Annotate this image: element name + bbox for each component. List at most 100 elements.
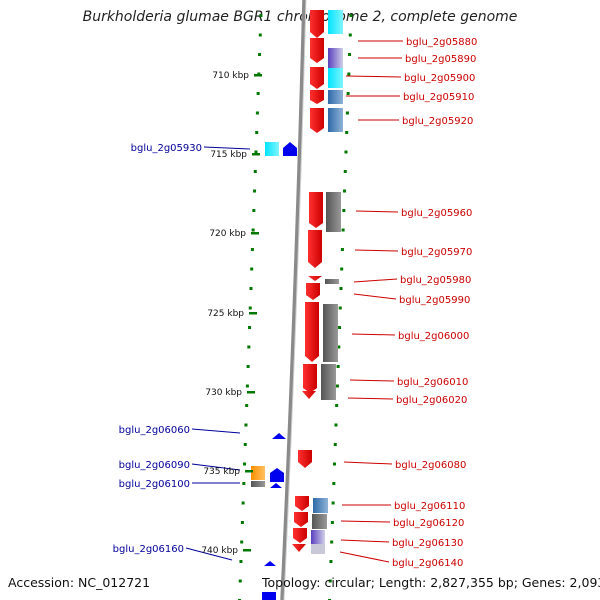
label-connector [203, 146, 251, 150]
right-gene-label-bglu_2g05900[interactable]: bglu_2g05900 [345, 73, 475, 84]
gene-bar-bottom [262, 592, 276, 600]
scale-label: 740 kbp [201, 546, 238, 556]
right-gene-label-bglu_2g05960[interactable]: bglu_2g05960 [355, 208, 472, 219]
gene-label[interactable]: bglu_2g06100 [119, 479, 190, 490]
right-gene-label-bglu_2g05920[interactable]: bglu_2g05920 [358, 116, 473, 127]
gene-arrow-2g06080 [298, 450, 312, 468]
left-gene-label-bglu_2g06060[interactable]: bglu_2g06060 [119, 425, 241, 436]
scale-label: 710 kbp [212, 71, 249, 81]
topology-summary: Topology: circular; Length: 2,827,355 bp… [262, 575, 600, 590]
right-gene-label-bglu_2g05880[interactable]: bglu_2g05880 [358, 37, 477, 48]
gene-label[interactable]: bglu_2g05880 [406, 37, 477, 48]
gene-label[interactable]: bglu_2g06110 [394, 501, 465, 512]
right-gene-label-bglu_2g06080[interactable]: bglu_2g06080 [343, 460, 466, 471]
gene-arrow-2g05900 [310, 67, 324, 89]
gene-label[interactable]: bglu_2g05900 [404, 73, 475, 84]
gene-arrow-2g06140 [292, 544, 306, 552]
right-gene-label-bglu_2g05890[interactable]: bglu_2g05890 [358, 54, 476, 65]
gene-arrow-2g06020 [302, 391, 316, 399]
gene-arrow-2g05930 [283, 142, 297, 156]
gene-label[interactable]: bglu_2g06090 [119, 460, 190, 471]
gene-label[interactable]: bglu_2g05890 [405, 54, 476, 65]
box-2g05910 [328, 90, 343, 104]
scale-tick [252, 153, 260, 156]
scale-mark: 735 kbp [203, 467, 253, 477]
gene-label[interactable]: bglu_2g05920 [402, 116, 473, 127]
scale-label: 720 kbp [209, 229, 246, 239]
gene-label[interactable]: bglu_2g06060 [119, 425, 190, 436]
label-connector [349, 379, 395, 382]
gene-label[interactable]: bglu_2g06010 [397, 377, 468, 388]
gene-label[interactable]: bglu_2g05930 [131, 143, 202, 154]
gene-label[interactable]: bglu_2g05980 [400, 275, 471, 286]
box-2g05930 [265, 142, 279, 156]
gene-label[interactable]: bglu_2g06160 [113, 544, 184, 555]
gene-label[interactable]: bglu_2g06130 [392, 538, 463, 549]
scale-mark: 730 kbp [205, 388, 255, 398]
box-2g06130 [311, 530, 325, 544]
label-connector [339, 551, 390, 563]
right-gene-label-bglu_2g05990[interactable]: bglu_2g05990 [353, 293, 470, 306]
scale-tick [254, 74, 262, 77]
gene-label[interactable]: bglu_2g06080 [395, 460, 466, 471]
box-2g05880 [328, 10, 343, 34]
right-gene-label-bglu_2g06000[interactable]: bglu_2g06000 [351, 331, 469, 342]
label-connector [343, 461, 393, 465]
gene-label[interactable]: bglu_2g05970 [401, 247, 472, 258]
box-2g06120 [312, 514, 327, 529]
right-gene-label-bglu_2g06120[interactable]: bglu_2g06120 [340, 518, 464, 529]
reverse-strand-genes [251, 142, 297, 600]
scale-bar: 710 kbp 715 kbp 720 kbp 725 kbp 730 kbp 735 k… [201, 71, 262, 556]
right-gene-label-bglu_2g05910[interactable]: bglu_2g05910 [346, 92, 474, 103]
gene-arrow-2g05980 [308, 276, 322, 281]
left-gene-label-bglu_2g05930[interactable]: bglu_2g05930 [131, 143, 251, 154]
gene-label[interactable]: bglu_2g06000 [398, 331, 469, 342]
box-2g05900 [328, 68, 343, 88]
scale-tick [243, 549, 251, 552]
gene-arrow-2g05920 [310, 108, 324, 133]
box-2g06010 [321, 364, 336, 400]
scale-tick [251, 232, 259, 235]
gene-arrow-2g06060 [272, 433, 286, 439]
left-gene-label-bglu_2g06160[interactable]: bglu_2g06160 [113, 544, 233, 561]
label-connector [191, 463, 241, 471]
gene-label[interactable]: bglu_2g06140 [392, 558, 463, 569]
right-gene-label-bglu_2g06140[interactable]: bglu_2g06140 [339, 551, 463, 569]
box-2g06140 [311, 544, 325, 554]
gene-arrow-2g06000 [305, 302, 319, 362]
right-gene-label-bglu_2g05980[interactable]: bglu_2g05980 [353, 275, 471, 286]
label-connector [353, 293, 397, 300]
scale-label: 730 kbp [205, 388, 242, 398]
left-gene-label-bglu_2g06090[interactable]: bglu_2g06090 [119, 460, 241, 471]
gene-arrow-2g06120 [294, 512, 308, 527]
scale-label: 725 kbp [207, 309, 244, 319]
right-gene-label-bglu_2g06010[interactable]: bglu_2g06010 [349, 377, 468, 388]
scale-label: 735 kbp [203, 467, 240, 477]
label-connector [340, 539, 390, 543]
gene-label[interactable]: bglu_2g05990 [399, 295, 470, 306]
scale-mark: 725 kbp [207, 309, 257, 319]
gene-arrow-2g05910 [310, 90, 324, 104]
right-gene-label-bglu_2g06130[interactable]: bglu_2g06130 [340, 538, 463, 549]
gene-label[interactable]: bglu_2g05910 [403, 92, 474, 103]
label-connector [351, 333, 396, 336]
right-gene-labels: bglu_2g05880 bglu_2g05890 bglu_2g05900bglu… [339, 37, 477, 569]
scale-tick [245, 470, 253, 473]
accession-text: Accession: NC_012721 [8, 575, 151, 590]
gene-arrow-2g05880 [310, 10, 324, 38]
left-gene-label-bglu_2g06100[interactable]: bglu_2g06100 [119, 479, 240, 490]
box-2g06100 [251, 481, 265, 487]
gene-label[interactable]: bglu_2g05960 [401, 208, 472, 219]
gene-arrow-2g05990 [306, 283, 320, 300]
gene-label[interactable]: bglu_2g06020 [396, 395, 467, 406]
box-2g05960 [326, 192, 341, 232]
gene-label[interactable]: bglu_2g06120 [393, 518, 464, 529]
scale-mark: 720 kbp [209, 229, 259, 239]
right-category-boxes [311, 10, 343, 554]
gene-arrow-2g06090 [270, 468, 284, 482]
right-gene-label-bglu_2g06110[interactable]: bglu_2g06110 [342, 501, 465, 512]
left-gene-labels: bglu_2g05930 bglu_2g06060 bglu_2g06090bglu… [113, 143, 251, 561]
right-gene-label-bglu_2g06020[interactable]: bglu_2g06020 [347, 395, 467, 406]
right-gene-label-bglu_2g05970[interactable]: bglu_2g05970 [354, 247, 472, 258]
